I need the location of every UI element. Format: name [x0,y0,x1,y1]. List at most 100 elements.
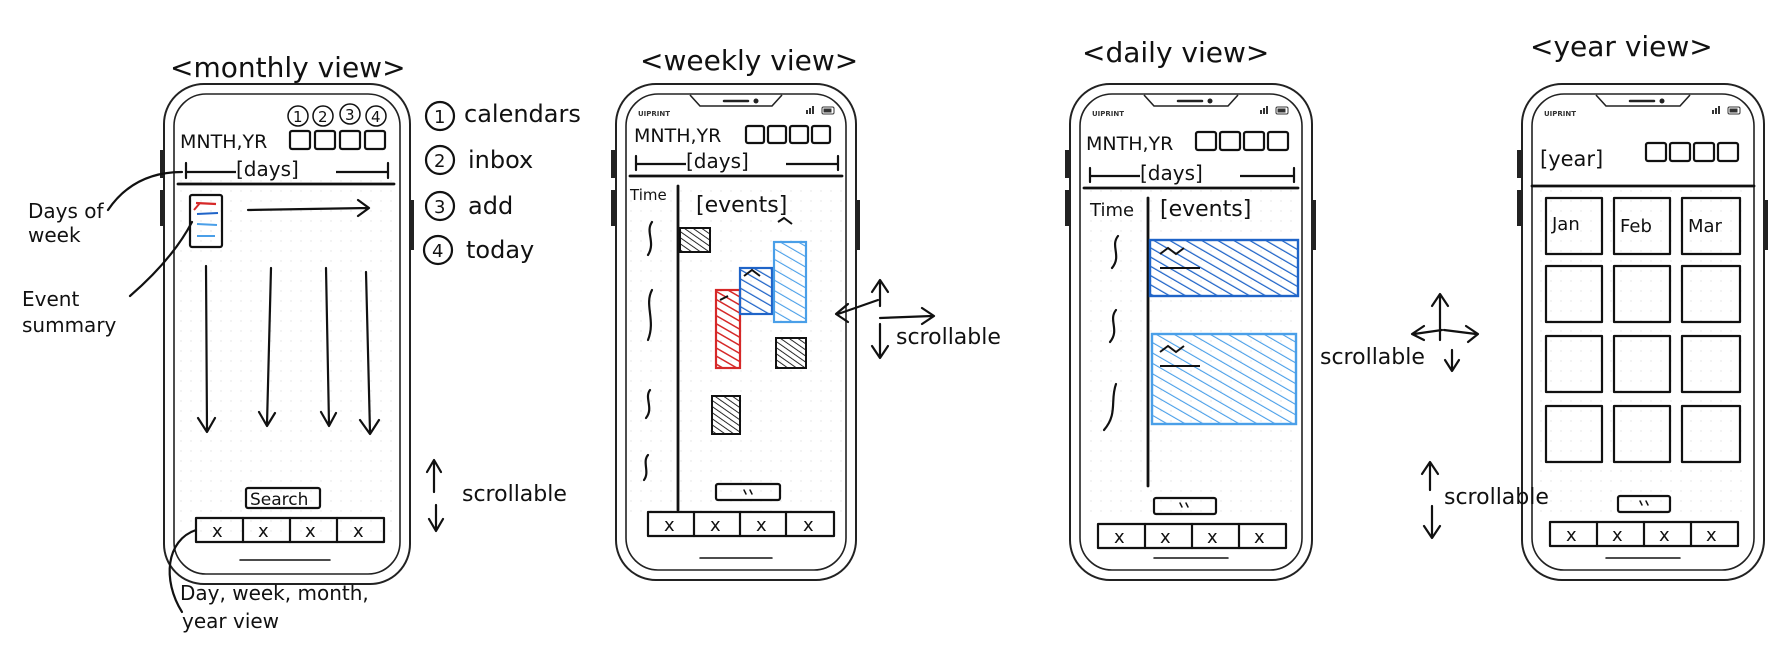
svg-text:add: add [468,192,513,220]
monthly-title: <monthly view> [170,51,406,84]
svg-text:2: 2 [434,151,445,172]
side-button [1517,150,1522,178]
svg-text:4: 4 [371,108,381,126]
brand-label: UIPRINT [1092,110,1124,118]
side-button [160,190,165,226]
svg-text:Day, week, month,: Day, week, month, [180,581,369,605]
side-button [1065,190,1070,226]
svg-text:today: today [466,236,534,264]
event-summary-card[interactable] [188,193,224,249]
svg-text:[days]: [days] [1140,161,1203,185]
event-block [679,227,711,253]
svg-text:[days]: [days] [686,149,749,173]
tab-month: x [1207,527,1218,548]
tab-month: x [1659,525,1670,546]
month-cell [1544,264,1604,324]
tab-week: x [1160,527,1171,548]
tab-bar[interactable]: x x x x [1096,522,1288,550]
camera [1659,98,1665,104]
tab-month: x [305,521,316,542]
svg-text:[days]: [days] [236,157,299,181]
svg-text:calendars: calendars [464,100,581,128]
svg-text:scrollable: scrollable [462,482,567,507]
search-button[interactable] [714,482,782,502]
days-bar: [days] [628,149,844,178]
events-column-label: [events] [696,193,787,218]
month-jan: Jan [1551,214,1580,235]
tab-year: x [1254,527,1265,548]
month-feb: Feb [1620,216,1652,237]
month-cell [1612,404,1672,464]
time-marks [1102,234,1120,432]
svg-text:4: 4 [432,241,443,262]
svg-text:scrollable: scrollable [896,325,1001,350]
events-column-label: [events] [1160,197,1251,222]
svg-text:3: 3 [434,197,445,218]
event-block [711,395,741,435]
tab-bar[interactable]: x x x x [1548,520,1740,548]
weekly-events[interactable] [679,216,808,435]
search-button[interactable] [1152,496,1218,516]
search-button[interactable]: Search [244,486,322,510]
daily-view: <daily view> UIPRINT MNTH,YR [da [1065,36,1480,581]
side-button [1311,200,1316,250]
svg-text:Days of: Days of [28,199,105,223]
side-button [1763,200,1768,250]
header-icons[interactable] [744,124,832,145]
month-year-label: MNTH,YR [180,131,267,153]
annotation-event-summary: Event summary [22,220,194,337]
tab-day: x [1114,527,1125,548]
event-block [738,266,774,316]
month-cell [1544,196,1604,256]
scroll-arrows [196,198,381,436]
month-cell [1680,334,1742,394]
weekly-view: <weekly view> UIPRINT MNTH,YR [d [611,44,1001,581]
month-cell [1612,196,1672,256]
header-icons[interactable] [288,129,387,151]
numbered-icons: 1 2 3 4 [287,103,387,127]
time-column-label: Time [1089,200,1134,221]
month-year-label: MNTH,YR [1086,133,1173,155]
event-block [714,288,742,370]
svg-text:1: 1 [293,108,303,126]
status-icons [806,106,835,115]
svg-text:Search: Search [250,490,308,510]
event-block [772,240,808,324]
header-icons[interactable] [1644,141,1740,163]
annotation-scrollable-monthly: scrollable [425,458,567,533]
side-button [611,190,616,226]
daily-events[interactable] [1148,238,1300,426]
side-button [855,200,860,250]
event-block [1150,332,1298,426]
month-cell [1680,196,1742,256]
svg-text:summary: summary [22,313,117,337]
dot-grid [178,180,396,540]
dot-grid [1536,190,1750,520]
tab-year: x [803,515,814,536]
tab-day: x [212,521,223,542]
time-marks [642,220,654,482]
tab-bar[interactable]: x x x x [646,510,836,538]
month-grid[interactable]: Jan Feb Mar [1544,196,1742,464]
year-title: <year view> [1530,30,1713,63]
brand-label: UIPRINT [1544,110,1576,118]
month-cell [1544,334,1604,394]
svg-text:1: 1 [434,107,445,128]
camera [1207,98,1213,104]
tab-year: x [353,521,364,542]
svg-text:inbox: inbox [468,146,533,174]
annotation-days-of-week: Days of week [28,170,184,247]
days-bar: [days] [176,157,396,186]
search-button[interactable] [1616,494,1672,514]
annotation-scrollable-weekly: scrollable [834,278,1001,360]
tab-day: x [1566,525,1577,546]
event-block [775,337,807,369]
svg-text:Event: Event [22,287,79,311]
weekly-title: <weekly view> [640,44,858,77]
svg-text:scrollable: scrollable [1444,485,1549,510]
tab-month: x [756,515,767,536]
header-icons[interactable] [1194,130,1290,152]
annotation-scrollable-daily: scrollable [1320,345,1425,370]
svg-text:2: 2 [318,108,328,126]
